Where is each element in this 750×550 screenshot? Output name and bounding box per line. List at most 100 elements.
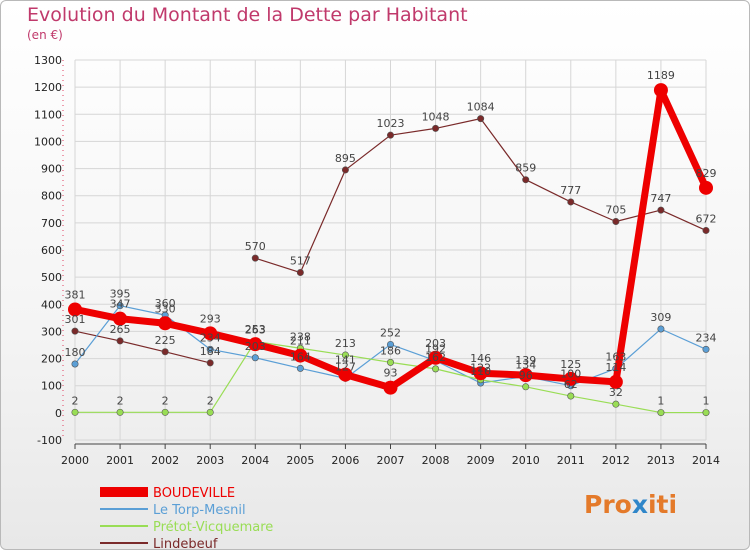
y-tick-label: 200 (41, 353, 62, 366)
series-segment-boudeville (116, 315, 169, 327)
data-label-boudeville: 829 (696, 167, 717, 180)
data-point-boudeville (248, 337, 263, 352)
data-label-lindebeuf: 705 (605, 204, 626, 217)
y-tick-label: 400 (41, 298, 62, 311)
proxiti-logo: Proxiti (584, 490, 677, 519)
x-tick-label: 2001 (106, 454, 134, 467)
data-point-pr-tot-vicquemare (702, 409, 710, 417)
y-tick-label: -100 (37, 434, 62, 447)
x-tick-label: 2010 (512, 454, 540, 467)
series-segment-le-torp-mesnil (164, 314, 211, 350)
data-label-le-torp-mesnil: 134 (515, 358, 536, 371)
data-point-boudeville (518, 368, 533, 383)
data-point-pr-tot-vicquemare (206, 408, 214, 416)
data-point-lindebeuf (522, 176, 530, 184)
data-point-le-torp-mesnil (657, 325, 665, 333)
data-label-le-torp-mesnil: 395 (110, 288, 131, 301)
x-tick-label: 2000 (61, 454, 89, 467)
data-label-pr-tot-vicquemare: 96 (519, 369, 533, 382)
series-segment-lindebeuf (434, 118, 482, 129)
chart-title: Evolution du Montant de la Dette par Hab… (27, 4, 468, 26)
x-tick-label: 2011 (557, 454, 585, 467)
data-point-le-torp-mesnil (116, 302, 124, 310)
data-point-boudeville (428, 350, 443, 365)
y-tick-label: 800 (41, 190, 62, 203)
data-label-lindebeuf: 859 (515, 162, 536, 175)
data-point-le-torp-mesnil (702, 345, 710, 353)
series-segment-le-torp-mesnil (434, 360, 482, 384)
data-label-boudeville: 203 (425, 337, 446, 350)
y-tick-label: 500 (41, 271, 62, 284)
y-tick-label: 1000 (34, 135, 62, 148)
data-point-le-torp-mesnil (206, 345, 214, 353)
data-point-le-torp-mesnil (251, 354, 259, 362)
data-point-pr-tot-vicquemare (567, 392, 575, 400)
series-segment-lindebeuf (660, 209, 707, 232)
data-point-lindebeuf (251, 254, 259, 262)
x-tick-label: 2014 (692, 454, 720, 467)
chart-unit-label: (en €) (27, 28, 63, 42)
data-label-pr-tot-vicquemare: 213 (335, 337, 356, 350)
data-label-lindebeuf: 570 (245, 240, 266, 253)
data-point-lindebeuf (296, 269, 304, 277)
data-label-pr-tot-vicquemare: 2 (117, 394, 124, 407)
data-point-pr-tot-vicquemare (612, 400, 620, 408)
y-tick-label: 600 (41, 244, 62, 257)
series-segment-lindebeuf (480, 118, 527, 181)
data-label-le-torp-mesnil: 252 (380, 326, 401, 339)
data-label-le-torp-mesnil: 234 (696, 331, 717, 344)
data-label-boudeville: 253 (245, 323, 266, 336)
data-label-le-torp-mesnil: 203 (245, 340, 266, 353)
series-segment-pr-tot-vicquemare (299, 347, 347, 356)
x-tick-label: 2003 (196, 454, 224, 467)
y-tick-label: 1300 (34, 54, 62, 67)
data-label-pr-tot-vicquemare: 122 (470, 362, 491, 375)
data-point-boudeville (113, 311, 128, 326)
series-segment-boudeville (567, 375, 620, 386)
data-label-boudeville: 211 (290, 335, 311, 348)
data-label-le-torp-mesnil: 164 (290, 350, 311, 363)
series-segment-pr-tot-vicquemare (570, 395, 617, 405)
series-segment-lindebeuf (299, 169, 347, 274)
data-label-boudeville: 330 (155, 302, 176, 315)
x-tick-label: 2009 (467, 454, 495, 467)
data-label-lindebeuf: 301 (65, 313, 86, 326)
data-point-lindebeuf (341, 166, 349, 174)
data-label-le-torp-mesnil: 180 (65, 346, 86, 359)
series-segment-pr-tot-vicquemare (344, 354, 392, 363)
logo-part2: x (631, 490, 648, 519)
data-label-pr-tot-vicquemare: 1 (657, 395, 664, 408)
series-segment-boudeville (477, 369, 530, 379)
data-label-boudeville: 93 (384, 367, 398, 380)
series-segment-pr-tot-vicquemare (389, 361, 437, 370)
data-label-lindebeuf: 747 (650, 192, 671, 205)
data-point-pr-tot-vicquemare (71, 408, 79, 416)
data-point-boudeville (699, 180, 713, 195)
data-label-boudeville: 125 (560, 358, 581, 371)
data-label-boudeville: 146 (470, 352, 491, 365)
data-point-boudeville (68, 302, 82, 317)
data-point-boudeville (473, 366, 488, 381)
data-point-pr-tot-vicquemare (116, 408, 124, 416)
data-label-lindebeuf: 1084 (467, 101, 495, 114)
y-tick-label: 700 (41, 217, 62, 230)
data-label-pr-tot-vicquemare: 62 (564, 378, 578, 391)
x-tick-label: 2006 (331, 454, 359, 467)
data-point-lindebeuf (161, 348, 169, 356)
series-segment-le-torp-mesnil (344, 343, 392, 379)
series-segment-boudeville (522, 371, 575, 383)
data-point-pr-tot-vicquemare (386, 358, 394, 366)
x-tick-label: 2008 (422, 454, 450, 467)
data-label-boudeville: 139 (515, 354, 536, 367)
series-segment-pr-tot-vicquemare (209, 340, 256, 413)
data-label-pr-tot-vicquemare: 2 (207, 394, 214, 407)
data-label-lindebeuf: 517 (290, 255, 311, 268)
data-label-le-torp-mesnil: 110 (470, 365, 491, 378)
data-label-pr-tot-vicquemare: 2 (72, 394, 79, 407)
series-segment-le-torp-mesnil (209, 348, 256, 359)
series-segment-pr-tot-vicquemare (615, 403, 662, 414)
data-point-le-torp-mesnil (71, 360, 79, 368)
series-segment-lindebeuf (389, 127, 437, 136)
data-point-boudeville (293, 348, 308, 363)
